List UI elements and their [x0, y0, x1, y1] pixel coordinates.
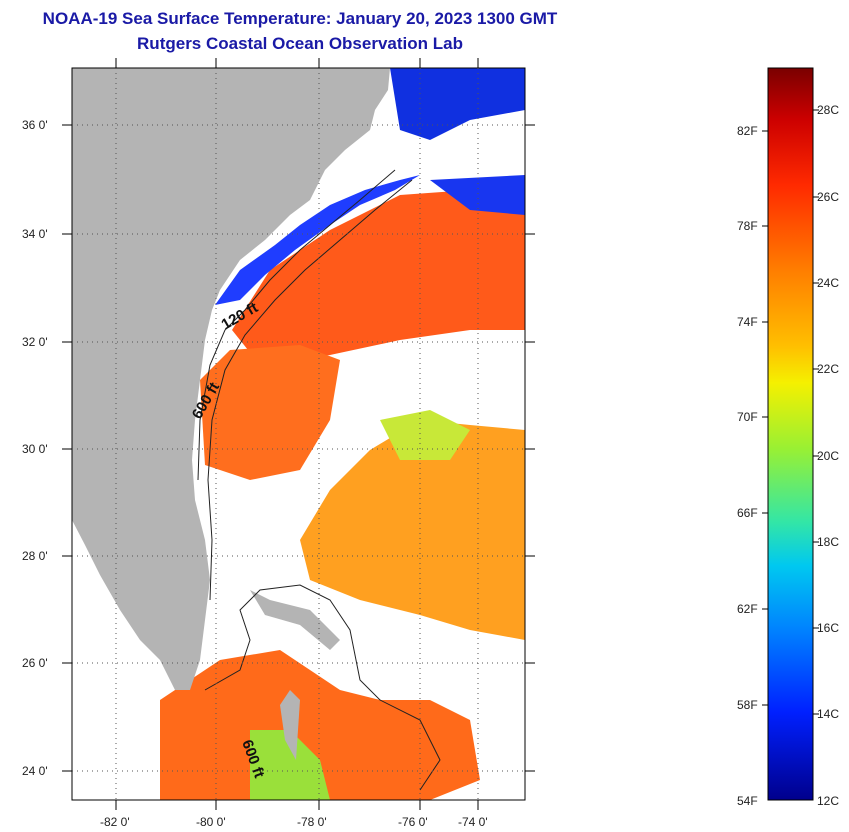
contour-bahamas [204, 584, 441, 791]
cold-water-north [390, 68, 525, 140]
colorbar-ticks [762, 109, 819, 715]
colorbar-f-label: 58F [737, 698, 758, 712]
warm-water-north [232, 175, 525, 365]
lat-label: 28 0' [22, 549, 48, 563]
lon-label: -80 0' [196, 815, 226, 829]
bahamas-island-2 [250, 590, 340, 650]
cool-water-patch [380, 410, 470, 460]
lon-ticks [115, 58, 479, 810]
land-mass [72, 68, 390, 690]
contour-120ft [197, 169, 396, 481]
colorbar-c-label: 26C [817, 190, 839, 204]
colorbar-c-label: 18C [817, 535, 839, 549]
lon-label: -78 0' [297, 815, 327, 829]
colorbar-c-label: 12C [817, 794, 839, 808]
colorbar-f-label: 66F [737, 506, 758, 520]
colorbar-f-label: 82F [737, 124, 758, 138]
colorbar-f-label: 74F [737, 315, 758, 329]
colorbar-f-label: 54F [737, 794, 758, 808]
colorbar-c-label: 16C [817, 621, 839, 635]
lat-ticks [62, 124, 535, 772]
lon-label: -74 0' [458, 815, 488, 829]
lat-label: 32 0' [22, 335, 48, 349]
colorbar [767, 67, 814, 801]
lat-label: 30 0' [22, 442, 48, 456]
map-frame [71, 67, 526, 801]
warm-water-east [300, 420, 525, 640]
lon-label: -76 0' [398, 815, 428, 829]
warm-water-south [160, 650, 480, 800]
colorbar-c-label: 22C [817, 362, 839, 376]
colorbar-f-label: 78F [737, 219, 758, 233]
colorbar-c-label: 24C [817, 276, 839, 290]
cold-shelf-water [215, 175, 420, 305]
lat-label: 26 0' [22, 656, 48, 670]
graticule [72, 68, 525, 800]
colorbar-f-label: 70F [737, 410, 758, 424]
map-title: NOAA-19 Sea Surface Temperature: January… [42, 9, 558, 28]
lat-label: 34 0' [22, 227, 48, 241]
bahamas-island [280, 690, 300, 760]
green-shelf-water [250, 730, 330, 800]
lat-label: 36 0' [22, 118, 48, 132]
lon-label: -82 0' [100, 815, 130, 829]
colorbar-c-label: 20C [817, 449, 839, 463]
colorbar-c-label: 14C [817, 707, 839, 721]
cold-water-northeast [430, 175, 525, 215]
warm-water-center [200, 345, 340, 480]
map-subtitle: Rutgers Coastal Ocean Observation Lab [137, 34, 463, 53]
colorbar-c-label: 28C [817, 103, 839, 117]
colorbar-f-label: 62F [737, 602, 758, 616]
lat-label: 24 0' [22, 764, 48, 778]
contour-600ft [207, 179, 413, 601]
